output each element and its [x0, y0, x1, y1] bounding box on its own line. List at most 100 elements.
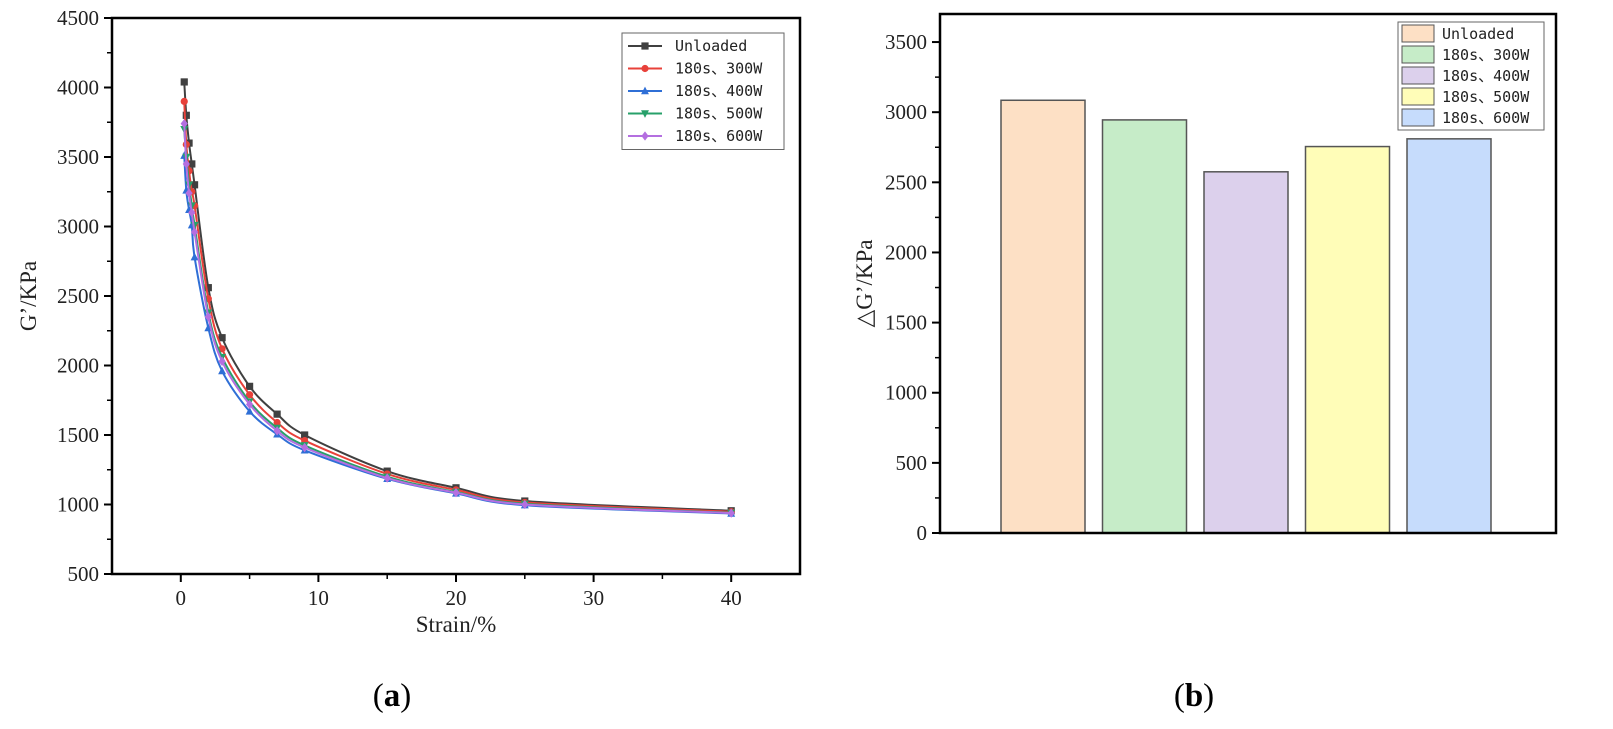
chart-a-legend-label: Unloaded: [675, 37, 747, 55]
chart-a-data-point: [218, 345, 226, 353]
panel-label-b-letter: b: [1185, 678, 1203, 714]
chart-b-y-tick-label: 2500: [885, 170, 927, 194]
chart-a-y-axis-title: G’/KPa: [16, 261, 41, 331]
chart-a-data-point: [273, 418, 281, 427]
chart-a-x-tick-label: 10: [308, 586, 329, 610]
chart-b-plot-frame: [938, 12, 1558, 535]
chart-a-series-4: [180, 118, 735, 518]
chart-a-x-tick-label: 40: [721, 586, 742, 610]
chart-b-bar: [1406, 138, 1492, 534]
chart-a-data-point: [273, 410, 281, 418]
chart-a-legend-item: 180s、600W: [628, 127, 763, 145]
chart-b-y-tick-label: 0: [917, 521, 928, 545]
chart-a-axes: 0 10 20 30 40 500 1000 1500 2000 2500 3000 3500 4000…: [57, 6, 742, 610]
chart-a-x-axis-title: Strain/%: [416, 612, 497, 637]
chart-a-legend-label: 180s、300W: [675, 60, 763, 78]
chart-a-y-tick-label: 4000: [57, 76, 99, 100]
chart-b-legend-label: 180s、600W: [1442, 109, 1530, 127]
chart-a-data-point: [521, 499, 529, 510]
chart-b-bar: [1203, 171, 1289, 534]
chart-a-data-point: [383, 473, 391, 483]
chart-a-data-point: [727, 508, 735, 518]
chart-a-data-point: [301, 431, 309, 439]
chart-a-x-tick-label: 20: [446, 586, 467, 610]
chart-a-series-1: [180, 97, 735, 516]
chart-b-y-axis-title: △G’/KPa: [852, 240, 877, 328]
chart-a-data-point: [246, 382, 254, 390]
chart-a-legend-marker: [641, 86, 649, 95]
chart-a-x-tick-label: 0: [176, 586, 187, 610]
chart-b-y-tick-label: 3000: [885, 100, 927, 124]
chart-a-data-point: [218, 366, 227, 375]
chart-b-y-tick-label: 1500: [885, 311, 927, 335]
chart-a-series-2: [180, 151, 736, 517]
chart-a-data-point: [204, 312, 212, 322]
chart-b-legend-swatch: [1401, 87, 1435, 106]
chart-a-data-point: [218, 356, 226, 367]
chart-a-data-point: [273, 426, 281, 436]
chart-a-data-point: [204, 284, 212, 292]
chart-a-data-point: [190, 252, 199, 261]
chart-b-legend-item: 180s、300W: [1401, 45, 1530, 64]
chart-a-data-point: [188, 160, 196, 168]
chart-a-data-point: [246, 399, 254, 410]
chart-a-legend-item: 180s、300W: [628, 60, 763, 78]
chart-b-y-tick-label: 3500: [885, 30, 927, 54]
chart-a-data-point: [218, 334, 226, 342]
chart-b-y-tick-label: 1000: [885, 381, 927, 405]
panel-label-b: (b): [1174, 678, 1214, 714]
chart-a-data-point: [452, 488, 460, 498]
chart-a-y-tick-label: 1500: [57, 423, 99, 447]
chart-a-data-point: [245, 407, 254, 415]
chart-b-bar: [1101, 119, 1188, 534]
chart-a-data-point: [301, 442, 309, 453]
chart-a-legend-item: Unloaded: [628, 37, 747, 55]
chart-a-legend-marker: [641, 110, 649, 118]
chart-a-legend-marker: [641, 42, 649, 50]
chart-b-legend-label: Unloaded: [1442, 25, 1514, 43]
chart-b-legend-item: 180s、400W: [1401, 66, 1530, 85]
chart-b-bar-chart: 0 500 1000 1500 2000 2500 3000 3500 △G’/KPa Unl…: [852, 12, 1558, 545]
chart-b-axes: 0 500 1000 1500 2000 2500 3000 3500: [885, 30, 940, 545]
chart-b-bar: [1304, 145, 1391, 534]
chart-a-data-point: [190, 181, 199, 189]
chart-a-line-plot: 0 10 20 30 40 500 1000 1500 2000 2500 3000 3500 4000…: [16, 6, 802, 637]
panel-label-a-close: ): [400, 678, 411, 714]
chart-a-legend: Unloaded 180s、300W 180s、400W 180s、500W 180s、…: [621, 32, 785, 150]
chart-b-legend-swatch: [1401, 45, 1435, 64]
chart-b-y-tick-label: 500: [896, 451, 928, 475]
chart-a-series-3: [180, 125, 736, 518]
chart-b-y-tick-label: 2000: [885, 240, 927, 264]
chart-a-data-point: [182, 159, 190, 169]
chart-a-legend-item: 180s、500W: [628, 105, 763, 123]
chart-a-y-tick-label: 1000: [57, 493, 99, 517]
chart-a-y-tick-label: 500: [68, 562, 100, 586]
chart-b-legend-label: 180s、500W: [1442, 88, 1530, 106]
chart-a-legend-label: 180s、500W: [675, 105, 763, 123]
chart-a-legend-label: 180s、400W: [675, 82, 763, 100]
chart-a-y-tick-label: 2500: [57, 284, 99, 308]
chart-a-data-point: [180, 97, 188, 105]
chart-b-bar-layer: [1000, 99, 1492, 534]
chart-a-data-point: [185, 188, 193, 198]
chart-a-data-point: [190, 227, 199, 237]
chart-a-y-tick-label: 2000: [57, 354, 99, 378]
chart-a-data-point: [246, 391, 254, 399]
chart-a-series-line: [183, 123, 732, 515]
chart-b-legend-swatch: [1401, 24, 1435, 43]
chart-a-legend-marker: [641, 64, 649, 73]
chart-b-legend-item: 180s、500W: [1401, 87, 1530, 106]
panel-label-a-open: (: [373, 678, 384, 714]
chart-b-legend-label: 180s、400W: [1442, 67, 1530, 85]
chart-a-series-line: [183, 155, 732, 515]
chart-b-legend-item: 180s、600W: [1401, 108, 1530, 127]
chart-b-legend-item: Unloaded: [1401, 24, 1514, 43]
chart-a-series-layer: [180, 78, 736, 518]
chart-b-legend-swatch: [1401, 66, 1435, 85]
chart-b-legend-label: 180s、300W: [1442, 46, 1530, 64]
chart-a-series-line: [183, 101, 732, 513]
chart-a-x-tick-label: 30: [583, 586, 604, 610]
chart-a-legend-label: 180s、600W: [675, 127, 763, 145]
chart-a-y-tick-label: 3500: [57, 145, 99, 169]
